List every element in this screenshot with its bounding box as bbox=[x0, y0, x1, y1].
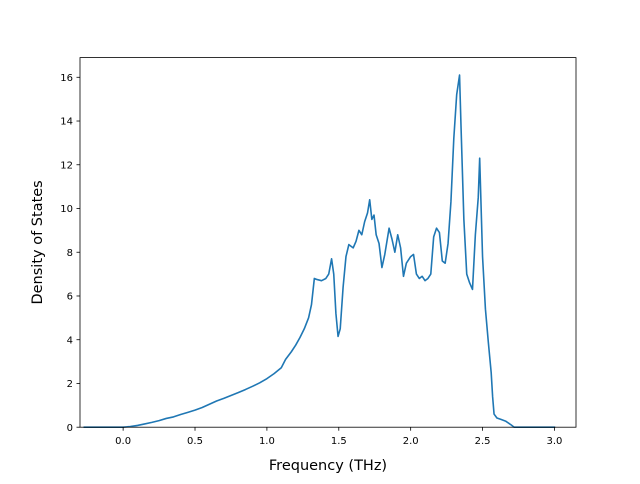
y-tick-label: 6 bbox=[67, 292, 73, 303]
x-tick-label: 0.5 bbox=[187, 436, 203, 447]
series-line-0 bbox=[83, 74, 556, 429]
plot-area-background bbox=[80, 57, 576, 428]
x-axis-ticks: 0.0 0.5 1.0 1.5 2.0 2.5 3.0 bbox=[115, 427, 562, 447]
y-tick-label: 16 bbox=[60, 73, 73, 84]
x-axis-label: Frequency (THz) bbox=[269, 458, 387, 474]
x-tick-label: 3.0 bbox=[546, 436, 562, 447]
x-tick-label: 1.5 bbox=[331, 436, 347, 447]
x-tick-label: 2.5 bbox=[475, 436, 491, 447]
y-tick-label: 0 bbox=[67, 423, 73, 434]
x-tick-label: 1.0 bbox=[259, 436, 275, 447]
y-axis-label: Density of States bbox=[30, 180, 46, 304]
series-layer bbox=[83, 74, 556, 429]
x-tick-label: 0.0 bbox=[115, 436, 131, 447]
y-tick-label: 14 bbox=[60, 117, 73, 128]
y-tick-label: 12 bbox=[60, 160, 73, 171]
y-axis-ticks: 0 2 4 6 8 10 12 14 16 bbox=[60, 73, 80, 434]
y-tick-label: 4 bbox=[67, 335, 73, 346]
plot-frame bbox=[79, 57, 577, 428]
y-tick-label: 8 bbox=[67, 248, 73, 259]
y-tick-label: 10 bbox=[60, 204, 73, 215]
x-tick-label: 2.0 bbox=[403, 436, 419, 447]
y-tick-label: 2 bbox=[67, 379, 73, 390]
